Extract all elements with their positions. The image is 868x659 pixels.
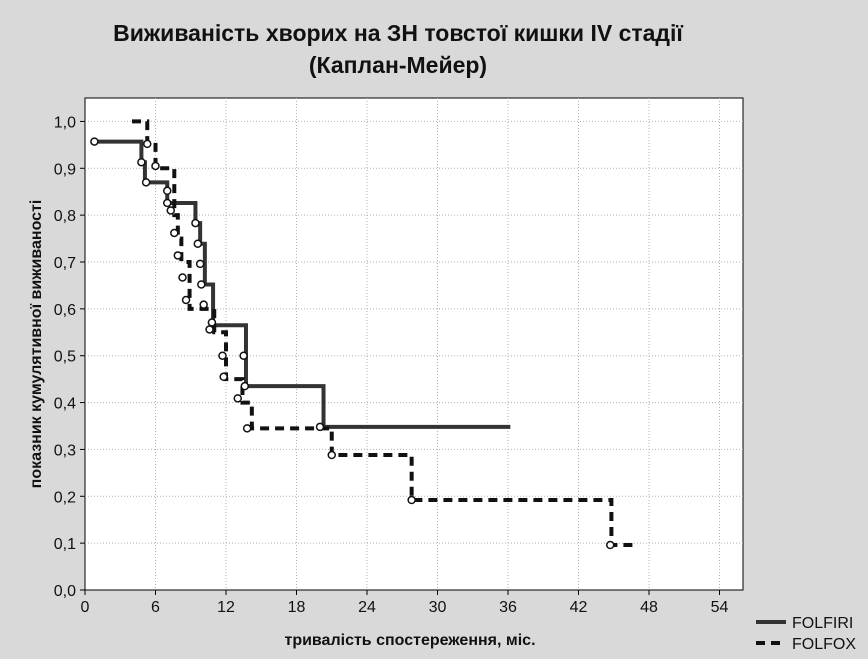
- x-tick-label: 30: [429, 599, 447, 616]
- x-axis-label: тривалість спостереження, міс.: [284, 632, 535, 649]
- x-tick-label: 12: [217, 599, 235, 616]
- censor-marker-folfiri: [137, 157, 146, 167]
- censor-marker-folfiri: [240, 381, 250, 391]
- y-tick-label: 0,4: [54, 396, 76, 413]
- legend: FOLFIRI FOLFOX: [756, 615, 856, 653]
- y-tick-label: 0,8: [54, 208, 76, 225]
- censor-marker-folfox: [242, 424, 252, 433]
- censor-marker-folfiri: [163, 198, 172, 208]
- y-tick-label: 0,7: [54, 255, 76, 272]
- x-tick-label: 0: [81, 599, 90, 616]
- censor-marker-folfox: [143, 139, 152, 149]
- censor-marker-folfiri: [195, 259, 205, 269]
- censor-marker-folfiri: [205, 325, 214, 334]
- y-tick-label: 0,0: [54, 583, 76, 600]
- y-tick-label: 0,6: [54, 302, 76, 319]
- censor-marker-folfox: [173, 251, 183, 260]
- series-line-folfiri: [94, 139, 511, 429]
- censor-marker-folfox: [207, 318, 217, 327]
- x-tick-label: 54: [711, 599, 729, 616]
- y-tick-label: 0,5: [54, 349, 76, 366]
- x-tick-label: 42: [570, 599, 588, 616]
- censor-marker-folfox: [407, 495, 416, 505]
- y-tick-label: 0,9: [54, 161, 76, 178]
- plot-area: [84, 97, 744, 591]
- series-lines: [94, 119, 633, 548]
- tick-labels: 0,0 0,1 0,2 0,3 0,4 0,5 0,6 0,7 0,8 0,9 1,0 0 6 12 18 2…: [54, 114, 729, 616]
- censor-marker-folfox: [166, 206, 176, 215]
- censor-marker-folfox: [219, 372, 228, 382]
- censor-markers: [90, 137, 615, 550]
- censor-marker-folfox: [327, 450, 336, 460]
- x-tick-label: 18: [288, 599, 306, 616]
- censor-marker-folfiri: [199, 300, 208, 309]
- legend-label-folfox: FOLFOX: [792, 636, 856, 653]
- censor-marker-folfiri: [90, 137, 99, 146]
- chart-subtitle: (Каплан-Мейер): [309, 52, 487, 78]
- y-tick-label: 1,0: [54, 114, 76, 131]
- censor-marker-folfiri: [141, 178, 151, 187]
- censor-marker-folfox: [170, 228, 179, 238]
- x-tick-label: 24: [358, 599, 376, 616]
- y-tick-label: 0,1: [54, 536, 76, 553]
- x-tick-label: 6: [151, 599, 160, 616]
- censor-marker-folfiri: [315, 422, 325, 432]
- censor-marker-folfiri: [191, 218, 200, 228]
- y-tick-label: 0,2: [54, 489, 76, 506]
- censor-marker-folfox: [218, 351, 227, 360]
- legend-label-folfiri: FOLFIRI: [792, 615, 853, 632]
- censor-marker-folfiri: [163, 186, 172, 196]
- censor-marker-folfox: [605, 540, 615, 550]
- y-tick-label: 0,3: [54, 442, 76, 459]
- censor-marker-folfiri: [193, 239, 203, 248]
- chart-title: Виживаність хворих на ЗН товстої кишки I…: [113, 20, 683, 46]
- censor-marker-folfox: [181, 295, 191, 305]
- censor-marker-folfox: [233, 394, 242, 403]
- censor-marker-folfox: [151, 161, 160, 171]
- series-line-folfox: [132, 119, 633, 548]
- y-axis-label: показник кумулятивної виживаності: [28, 200, 45, 489]
- censor-marker-folfiri: [197, 280, 206, 289]
- censor-marker-folfiri: [239, 351, 248, 360]
- censor-marker-folfox: [178, 273, 187, 282]
- x-tick-label: 36: [499, 599, 517, 616]
- x-tick-label: 48: [640, 599, 658, 616]
